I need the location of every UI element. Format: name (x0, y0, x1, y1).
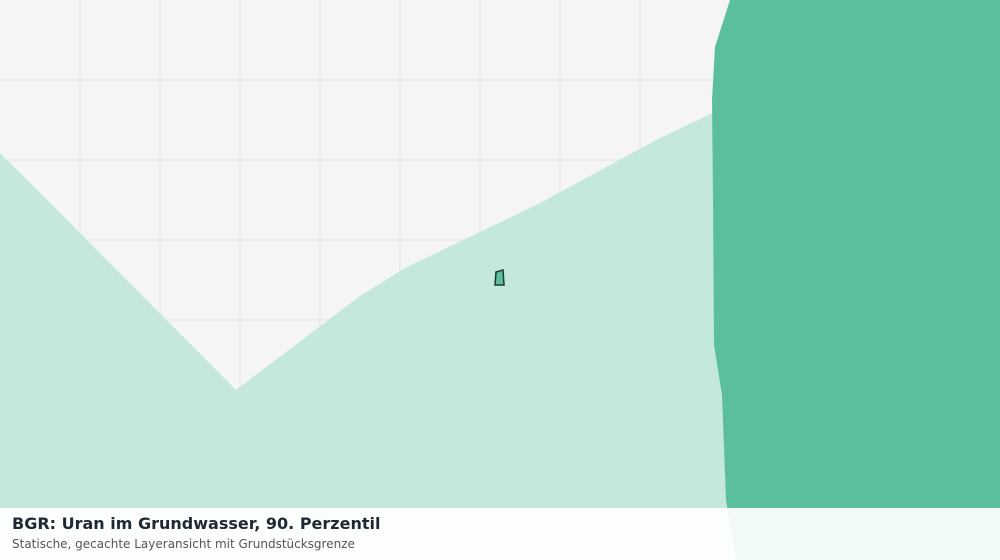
parcel-boundary (494, 269, 505, 286)
light-zone (0, 112, 730, 560)
caption: BGR: Uran im Grundwasser, 90. Perzentil … (0, 508, 1000, 560)
title: BGR: Uran im Grundwasser, 90. Perzentil (12, 514, 381, 533)
dark-zone (712, 0, 1000, 560)
subtitle: Statische, gecachte Layeransicht mit Gru… (12, 537, 355, 551)
